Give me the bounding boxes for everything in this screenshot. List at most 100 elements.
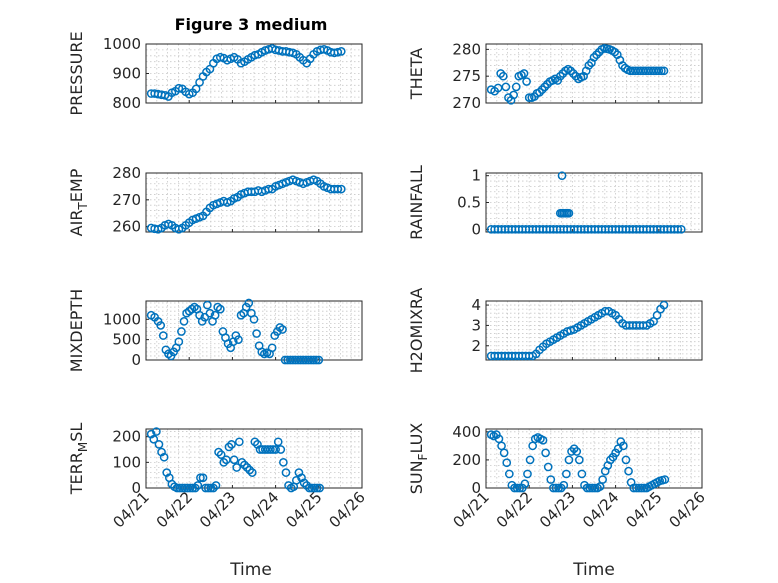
x-tick-label: 04/25 [622, 488, 665, 531]
data-point [610, 47, 620, 57]
data-point [267, 343, 277, 353]
y-axis-label: THETA [407, 48, 426, 100]
data-point [543, 462, 553, 472]
data-point [276, 445, 286, 454]
x-tick-label: 04/26 [326, 488, 369, 531]
y-tick-label: 200 [112, 428, 141, 446]
data-point [211, 481, 221, 490]
x-tick-label: 04/24 [579, 488, 622, 531]
data-point [202, 300, 212, 310]
y-axis-label-main: PRESSURE [67, 31, 86, 115]
data-point [568, 69, 578, 78]
y-tick-label: 280 [112, 164, 141, 182]
y-axis-label: MIXDEPTH [67, 289, 86, 372]
data-point [584, 61, 594, 70]
data-point [509, 90, 518, 100]
data-point [336, 184, 346, 194]
data-point [499, 448, 509, 458]
data-point [587, 483, 597, 493]
data-point [312, 483, 322, 493]
data-point [299, 478, 309, 488]
data-point [152, 427, 161, 436]
data-point [209, 483, 218, 493]
subplot-rainfall: 0 0.5 1 RAINFALL [407, 165, 703, 240]
data-point [564, 455, 574, 465]
data-point [562, 469, 571, 479]
data-point [309, 355, 318, 365]
data-series [486, 43, 669, 105]
data-point [336, 47, 346, 56]
subplot-h2o-mixratio: 2 3 4 H2OMIXRA [407, 288, 703, 374]
data-point [619, 441, 628, 451]
data-point [618, 61, 627, 70]
data-point [572, 447, 582, 456]
data-point [284, 481, 293, 490]
y-axis-label-main: THETA [407, 48, 426, 100]
data-point [156, 321, 166, 330]
y-axis-label-main: H2OMIXRA [407, 288, 426, 374]
x-tick-label: 04/23 [196, 488, 239, 531]
y-tick-label: 400 [452, 423, 481, 441]
y-axis-label-tail: LUX [407, 423, 426, 454]
x-tick-label: 04/22 [493, 488, 536, 531]
data-point [278, 325, 287, 334]
data-point [566, 66, 576, 76]
data-point [237, 457, 247, 467]
y-tick-label: 260 [112, 218, 141, 236]
data-series [486, 171, 686, 234]
data-point [639, 483, 649, 493]
y-axis-label-subscript: T [76, 202, 90, 211]
y-tick-label: 500 [112, 331, 141, 349]
data-point [177, 327, 186, 336]
data-point [214, 447, 223, 457]
y-tick-label: 900 [112, 65, 141, 83]
x-tick-label: 04/25 [282, 488, 325, 531]
data-point [541, 448, 550, 458]
data-point [519, 69, 529, 78]
data-point [657, 66, 666, 76]
y-axis-label-subscript: M [76, 442, 90, 452]
data-point [215, 304, 225, 314]
data-point [210, 310, 220, 320]
data-series [146, 298, 324, 365]
data-point [676, 224, 686, 234]
data-point [314, 355, 324, 365]
data-point [200, 312, 210, 322]
data-point [520, 479, 530, 489]
data-point [191, 84, 201, 94]
data-point [315, 483, 325, 493]
data-point [310, 483, 319, 493]
data-point [240, 460, 249, 470]
data-series [146, 427, 325, 493]
data-point [502, 458, 512, 468]
data-point [525, 455, 535, 465]
axes-frame [145, 428, 363, 489]
data-point [557, 171, 567, 181]
data-point [659, 66, 669, 76]
y-tick-label: 800 [112, 94, 141, 112]
data-point [660, 475, 670, 484]
data-point [229, 455, 239, 465]
x-axis-label-right: Time [572, 560, 615, 580]
data-point [227, 440, 236, 449]
y-tick-label: 270 [112, 191, 141, 209]
data-point [158, 331, 168, 340]
data-point [498, 71, 508, 81]
data-point [333, 184, 343, 194]
data-point [598, 475, 607, 484]
data-point [589, 53, 599, 62]
subplot-mixdepth: 0 500 1000 MIXDEPTH [67, 289, 363, 372]
data-point [190, 483, 200, 493]
y-axis-label: PRESSURE [67, 31, 86, 115]
y-tick-label: 200 [452, 451, 481, 469]
y-tick-label: 2 [471, 337, 481, 355]
data-point [149, 434, 159, 444]
axes-frame [485, 300, 703, 361]
data-point [333, 47, 343, 57]
data-point [224, 442, 234, 452]
axes-frame [145, 300, 363, 361]
data-point [174, 83, 184, 93]
data-point [496, 69, 506, 78]
